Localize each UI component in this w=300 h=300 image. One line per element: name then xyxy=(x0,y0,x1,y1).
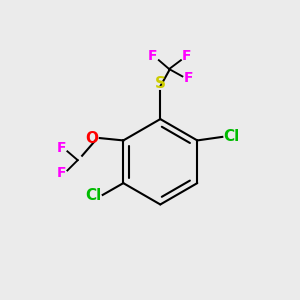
Text: F: F xyxy=(57,167,66,180)
Text: O: O xyxy=(85,130,98,146)
Text: F: F xyxy=(57,141,66,155)
Text: Cl: Cl xyxy=(85,188,102,203)
Text: F: F xyxy=(184,71,193,85)
Text: Cl: Cl xyxy=(223,129,239,144)
Text: F: F xyxy=(182,49,192,63)
Text: S: S xyxy=(155,76,166,91)
Text: F: F xyxy=(148,49,158,63)
